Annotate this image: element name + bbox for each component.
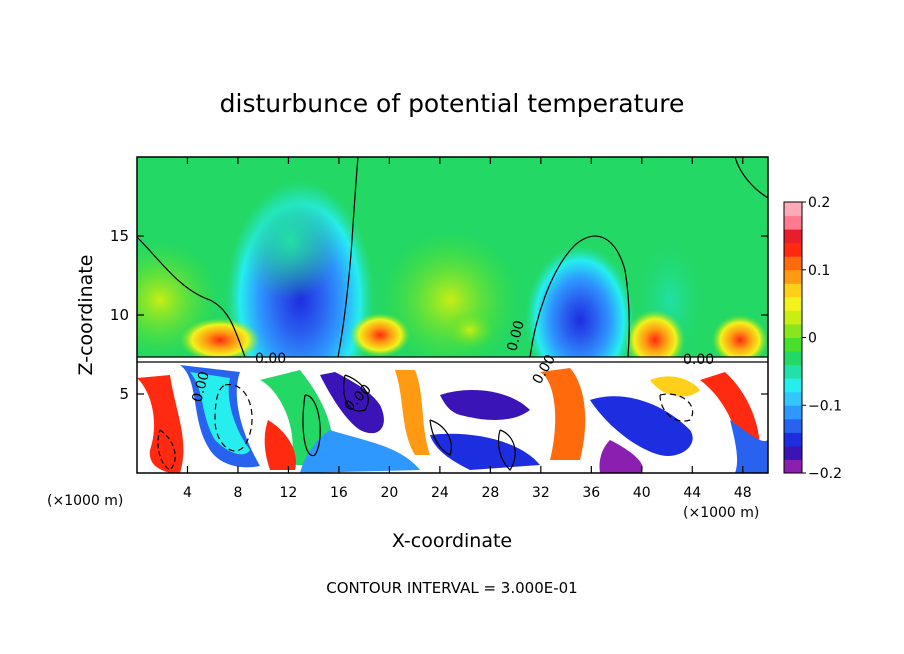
contour-line [497,429,516,471]
chart-title: disturbunce of potential temperature [220,89,685,118]
lower-structure [260,370,333,465]
colorbar-swatch [784,323,802,338]
x-tick-label: 28 [481,485,499,501]
x-axis-label: X-coordinate [392,530,512,552]
warm-region [625,310,685,370]
contour-line [429,419,452,456]
x-tick-label: 32 [532,485,550,501]
contour-label: 0.00 [683,352,714,368]
contour-line [157,429,176,471]
lower-structure [730,420,768,473]
x-tick-label: 20 [380,485,398,501]
colorbar-swatch [784,242,802,257]
lower-structure [650,376,700,397]
x-tick-label: 12 [280,485,298,501]
y-tick-label: 15 [110,227,129,245]
x-tick-label: 44 [683,485,701,501]
contour-line [302,394,321,457]
colorbar-tick-label: 0.2 [808,195,830,211]
colorbar-swatch [784,269,802,284]
y-tick-label: 10 [110,306,129,324]
x-tick-label: 48 [734,485,752,501]
contour-line [337,157,359,358]
colorbar-swatch [784,229,802,244]
lower-structure [700,372,760,450]
x-axis: 4 8 12 16 20 24 28 32 36 40 44 48 [183,157,752,501]
lower-structure [430,433,540,470]
colorbar-tick-label: −0.1 [808,398,842,414]
colorbar-swatch [784,256,802,271]
colorbar-swatch [784,364,802,379]
colorbar-swatch [784,405,802,420]
lower-structure [190,372,250,455]
x-tick-label: 36 [582,485,600,501]
colorbar: 0.2 0.1 0 −0.1 −0.2 [783,195,842,482]
contour-line [137,236,246,358]
lower-structure [540,368,586,460]
colorbar-tick-label: 0 [808,331,817,347]
warm-region [180,318,260,362]
lower-structure [264,420,296,470]
colorbar-swatch [784,378,802,393]
x-tick-label: 8 [233,485,242,501]
x-unit-left: (×1000 m) [47,493,123,509]
colorbar-swatch [784,459,802,474]
cool-region [240,180,340,300]
contour-line [343,374,369,412]
lower-structure [599,440,643,473]
colorbar-swatch [784,296,802,311]
contour-line [214,384,253,452]
contour-label: 0.00 [255,351,286,367]
colorbar-tick-label: −0.2 [808,466,842,482]
colorbar-swatch [784,351,802,366]
colorbar-swatch [784,391,802,406]
colorbar-swatch [784,202,802,217]
contour-line [659,393,694,422]
colorbar-swatch [784,283,802,298]
plot-area: 0.00 0.00 0.00 0.00 0.00 0.00 [137,157,768,473]
y-tick-label: 5 [119,385,129,403]
x-tick-label: 4 [183,485,192,501]
lower-structure [320,372,384,434]
warm-region [350,313,410,357]
y-axis-label: Z-coordinate [75,255,97,376]
lower-structure [137,375,184,473]
contour-interval-note: CONTOUR INTERVAL = 3.000E-01 [326,579,577,597]
colorbar-swatch [784,418,802,433]
lower-turbulent-layer [137,357,768,473]
warm-region [445,310,495,350]
x-tick-label: 24 [431,485,449,501]
colorbar-swatch [784,310,802,325]
x-tick-label: 40 [633,485,651,501]
colorbar-tick-label: 0.1 [808,263,830,279]
contour-lines [137,157,768,471]
contour-line [734,157,768,199]
colorbar-swatch [784,337,802,352]
contour-label: 0.00 [189,370,213,404]
lower-structure [300,430,420,473]
warm-region [712,315,768,365]
lower-structure [590,396,693,456]
colorbar-swatch [784,432,802,447]
x-tick-label: 16 [330,485,348,501]
x-unit-right: (×1000 m) [683,505,759,521]
lower-structure [395,370,430,455]
y-axis: 5 10 15 [110,227,768,403]
colorbar-swatch [784,445,802,460]
lower-structure [440,390,530,420]
contour-label: 0.00 [504,319,528,353]
contour-line [529,235,630,358]
colorbar-swatch [784,215,802,230]
